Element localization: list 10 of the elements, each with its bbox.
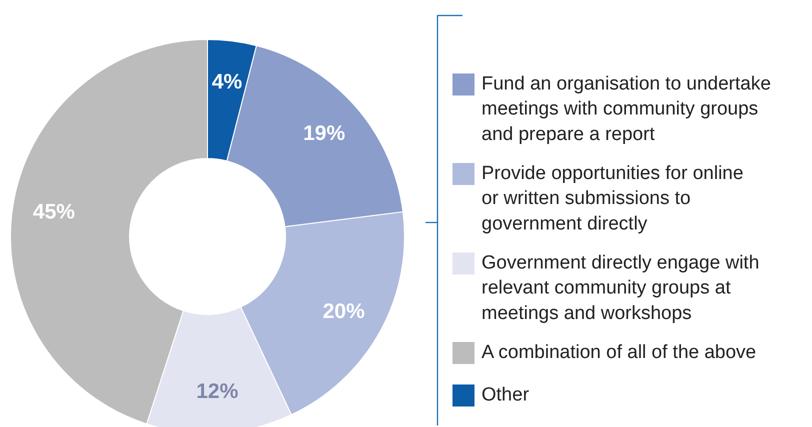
data-label: 45% (32, 200, 76, 224)
data-label: 12% (196, 380, 239, 404)
legend-label: Government directly engage with relevant community groups at meetings and workshops (482, 252, 760, 324)
legend-label: Fund an organisation to undertake meetings with community groups and prepare a report (482, 74, 771, 145)
legend-label: A combination of all of the above (482, 342, 756, 363)
legend-label: Other (482, 384, 530, 406)
legend-label: Provide opportunities for online or written submissions to government directly (482, 163, 744, 234)
data-label: 19% (303, 122, 346, 146)
data-label: 20% (322, 300, 366, 323)
data-label: 4% (212, 70, 242, 94)
